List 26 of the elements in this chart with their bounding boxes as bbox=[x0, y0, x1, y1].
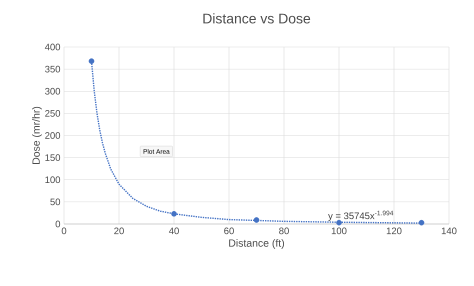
x-tick-label: 40 bbox=[168, 228, 179, 234]
x-tick-label: 120 bbox=[386, 228, 402, 234]
y-tick-label: 250 bbox=[45, 110, 60, 117]
y-tick-label: 100 bbox=[45, 176, 60, 184]
point bbox=[88, 58, 94, 64]
point bbox=[254, 217, 260, 223]
x-tick-label: 100 bbox=[332, 228, 347, 234]
x-tick-label: 20 bbox=[114, 228, 124, 234]
point bbox=[171, 211, 177, 217]
y-tick-label: 400 bbox=[44, 44, 60, 50]
y-tick-label: 300 bbox=[45, 88, 60, 95]
y-tick-label: 200 bbox=[45, 132, 60, 139]
x-tick-label: 140 bbox=[442, 228, 457, 234]
x-tick-label: 60 bbox=[224, 228, 234, 234]
x-axis-title: Distance (ft) bbox=[229, 239, 284, 249]
y-tick-label: 50 bbox=[50, 198, 60, 206]
x-tick-label: 80 bbox=[279, 228, 289, 234]
point bbox=[418, 220, 424, 226]
point bbox=[336, 220, 342, 226]
y-axis-title: Dose (mr/hr) bbox=[32, 106, 42, 164]
annotation: y = 35745x$^{-1.994}$ bbox=[328, 210, 394, 222]
chart-title: Distance vs Dose bbox=[203, 13, 310, 24]
y-tick-label: 150 bbox=[45, 154, 60, 161]
y-tick-label: 350 bbox=[45, 66, 60, 72]
y-tick-label: 0 bbox=[56, 220, 60, 228]
x-tick-label: 0 bbox=[62, 228, 66, 234]
